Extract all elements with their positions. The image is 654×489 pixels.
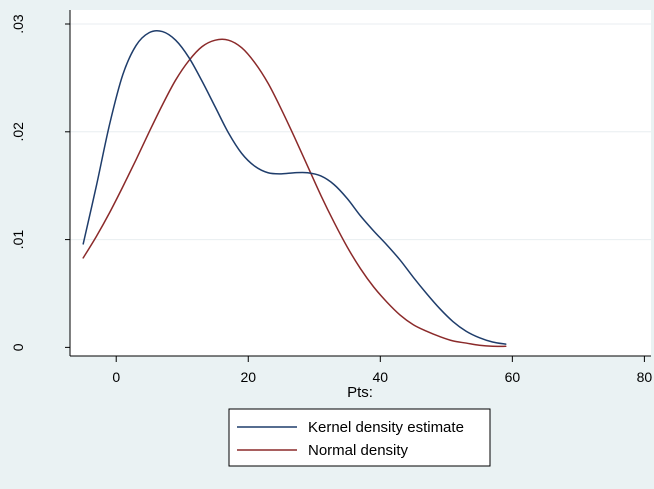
y-tick-label: .03 — [10, 14, 26, 34]
y-axis: 0 .01 .02 .03 — [10, 10, 71, 356]
series-normal-density-line — [82, 38, 507, 348]
grid-lines — [70, 23, 651, 241]
x-axis-title: Pts: — [347, 384, 373, 401]
x-tick-label: 0 — [112, 369, 120, 385]
y-tick-label: .02 — [10, 122, 26, 142]
x-tick-label: 40 — [373, 369, 389, 385]
legend-label-kernel: Kernel density estimate — [308, 419, 464, 436]
y-tick-label: .01 — [10, 230, 26, 250]
x-tick-label: 60 — [505, 369, 521, 385]
legend-box — [228, 408, 491, 467]
legend: Kernel density estimate Normal density — [228, 408, 491, 467]
series-group — [82, 29, 507, 348]
x-tick-label: 80 — [637, 369, 653, 385]
plot-area — [70, 10, 651, 356]
x-tick-label: 20 — [240, 369, 256, 385]
y-tick-label: 0 — [10, 343, 26, 351]
x-axis: 0 20 40 60 80 — [70, 355, 653, 385]
legend-label-normal: Normal density — [308, 442, 409, 459]
series-kernel-density-line — [82, 29, 507, 345]
